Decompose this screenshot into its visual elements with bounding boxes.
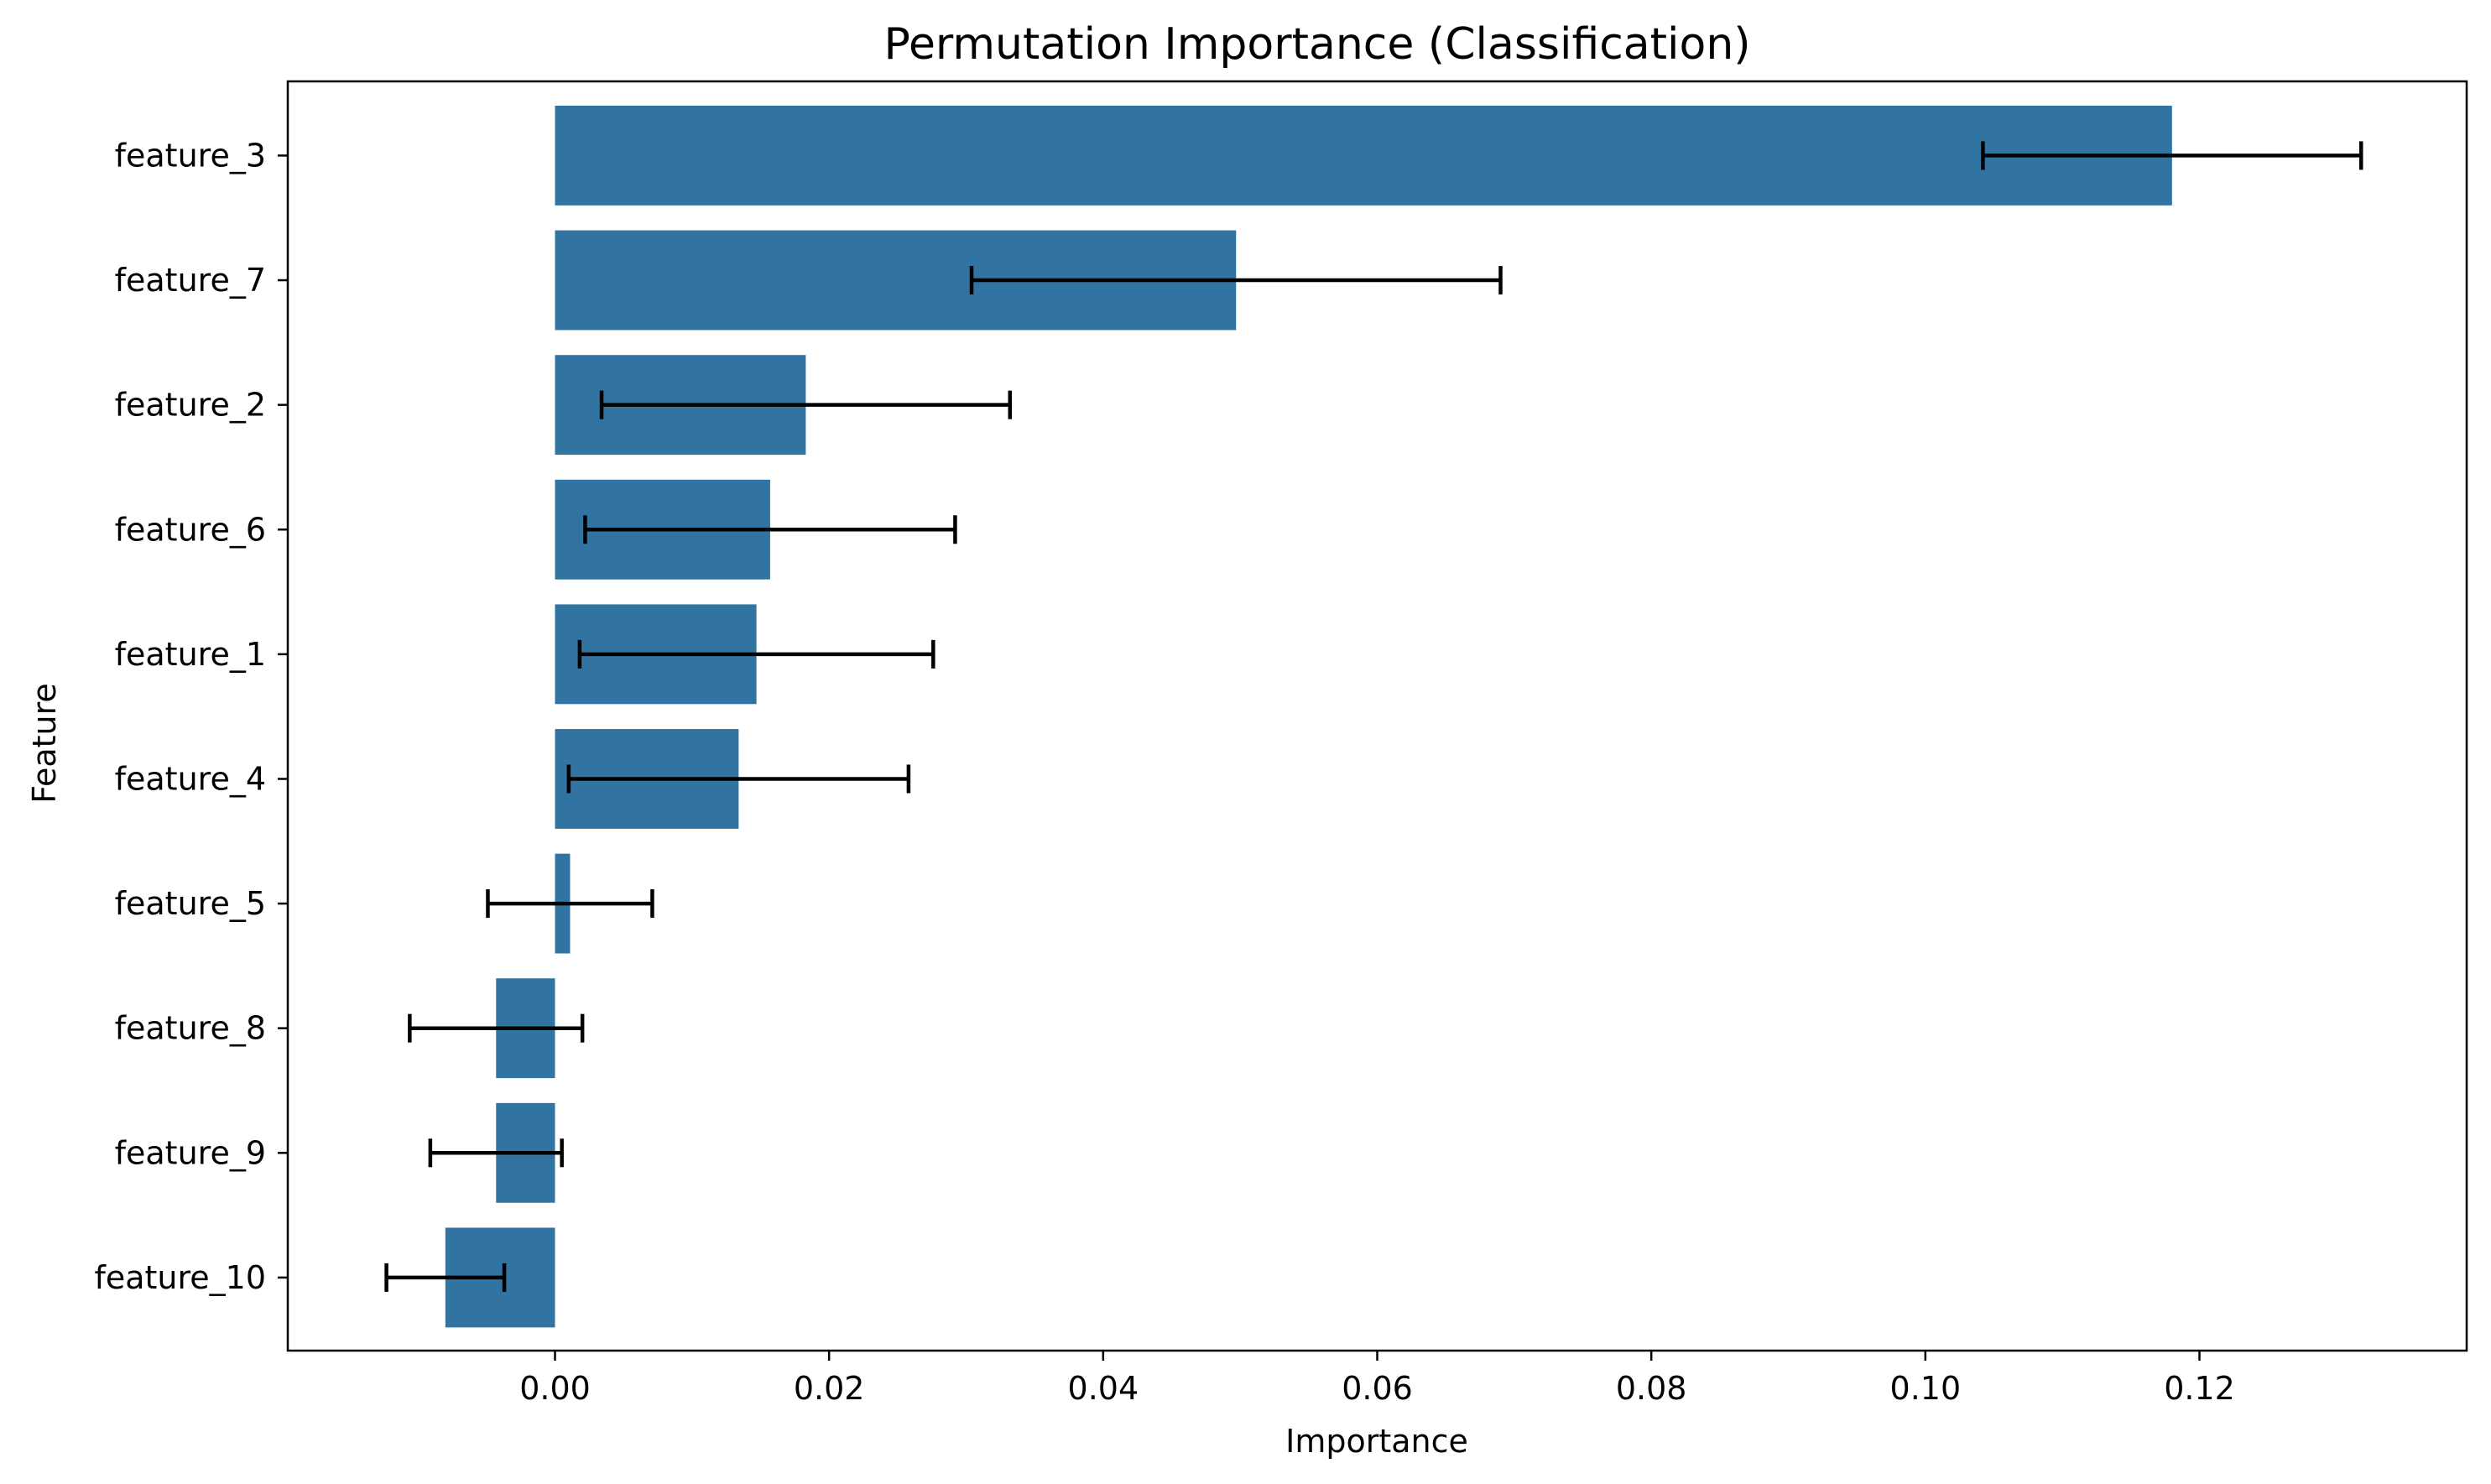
x-tick-label: 0.04 [1068, 1370, 1139, 1407]
bar-feature-3 [555, 105, 2172, 206]
x-tick-label: 0.12 [2164, 1370, 2235, 1407]
y-tick-label: feature_8 [115, 1010, 266, 1047]
y-tick-label: feature_1 [115, 636, 266, 673]
y-tick-label: feature_2 [115, 387, 266, 424]
chart-title: Permutation Importance (Classification) [883, 19, 1750, 70]
x-tick-label: 0.08 [1616, 1370, 1687, 1407]
y-tick-label: feature_7 [115, 262, 266, 299]
x-tick-label: 0.00 [519, 1370, 591, 1407]
y-tick-label: feature_9 [115, 1134, 266, 1171]
error-bar-feature-7 [969, 266, 1503, 295]
y-tick-label: feature_4 [115, 760, 266, 797]
y-tick-label: feature_5 [115, 885, 266, 922]
error-bar-feature-10 [384, 1263, 507, 1292]
plot-area: feature_3 feature_7 feature_2 feature_6feat… [94, 80, 2468, 1407]
x-tick-label: 0.02 [794, 1370, 865, 1407]
error-bar-feature-6 [583, 515, 957, 544]
error-bar-feature-9 [428, 1138, 564, 1168]
error-bar-feature-4 [566, 764, 911, 794]
x-axis-label: Importance [1285, 1423, 1468, 1460]
y-tick-label: feature_10 [94, 1259, 266, 1296]
error-bar-feature-8 [408, 1013, 585, 1043]
x-tick-label: 0.06 [1342, 1370, 1413, 1407]
error-bar-feature-1 [577, 639, 935, 669]
error-bar-feature-5 [486, 889, 654, 919]
error-bar-feature-3 [1981, 141, 2363, 170]
y-tick-label: feature_6 [115, 511, 266, 548]
x-tick-label: 0.10 [1890, 1370, 1962, 1407]
error-bar-feature-2 [599, 390, 1013, 419]
y-tick-label: feature_3 [115, 137, 266, 174]
y-axis-label: Feature [26, 683, 63, 804]
